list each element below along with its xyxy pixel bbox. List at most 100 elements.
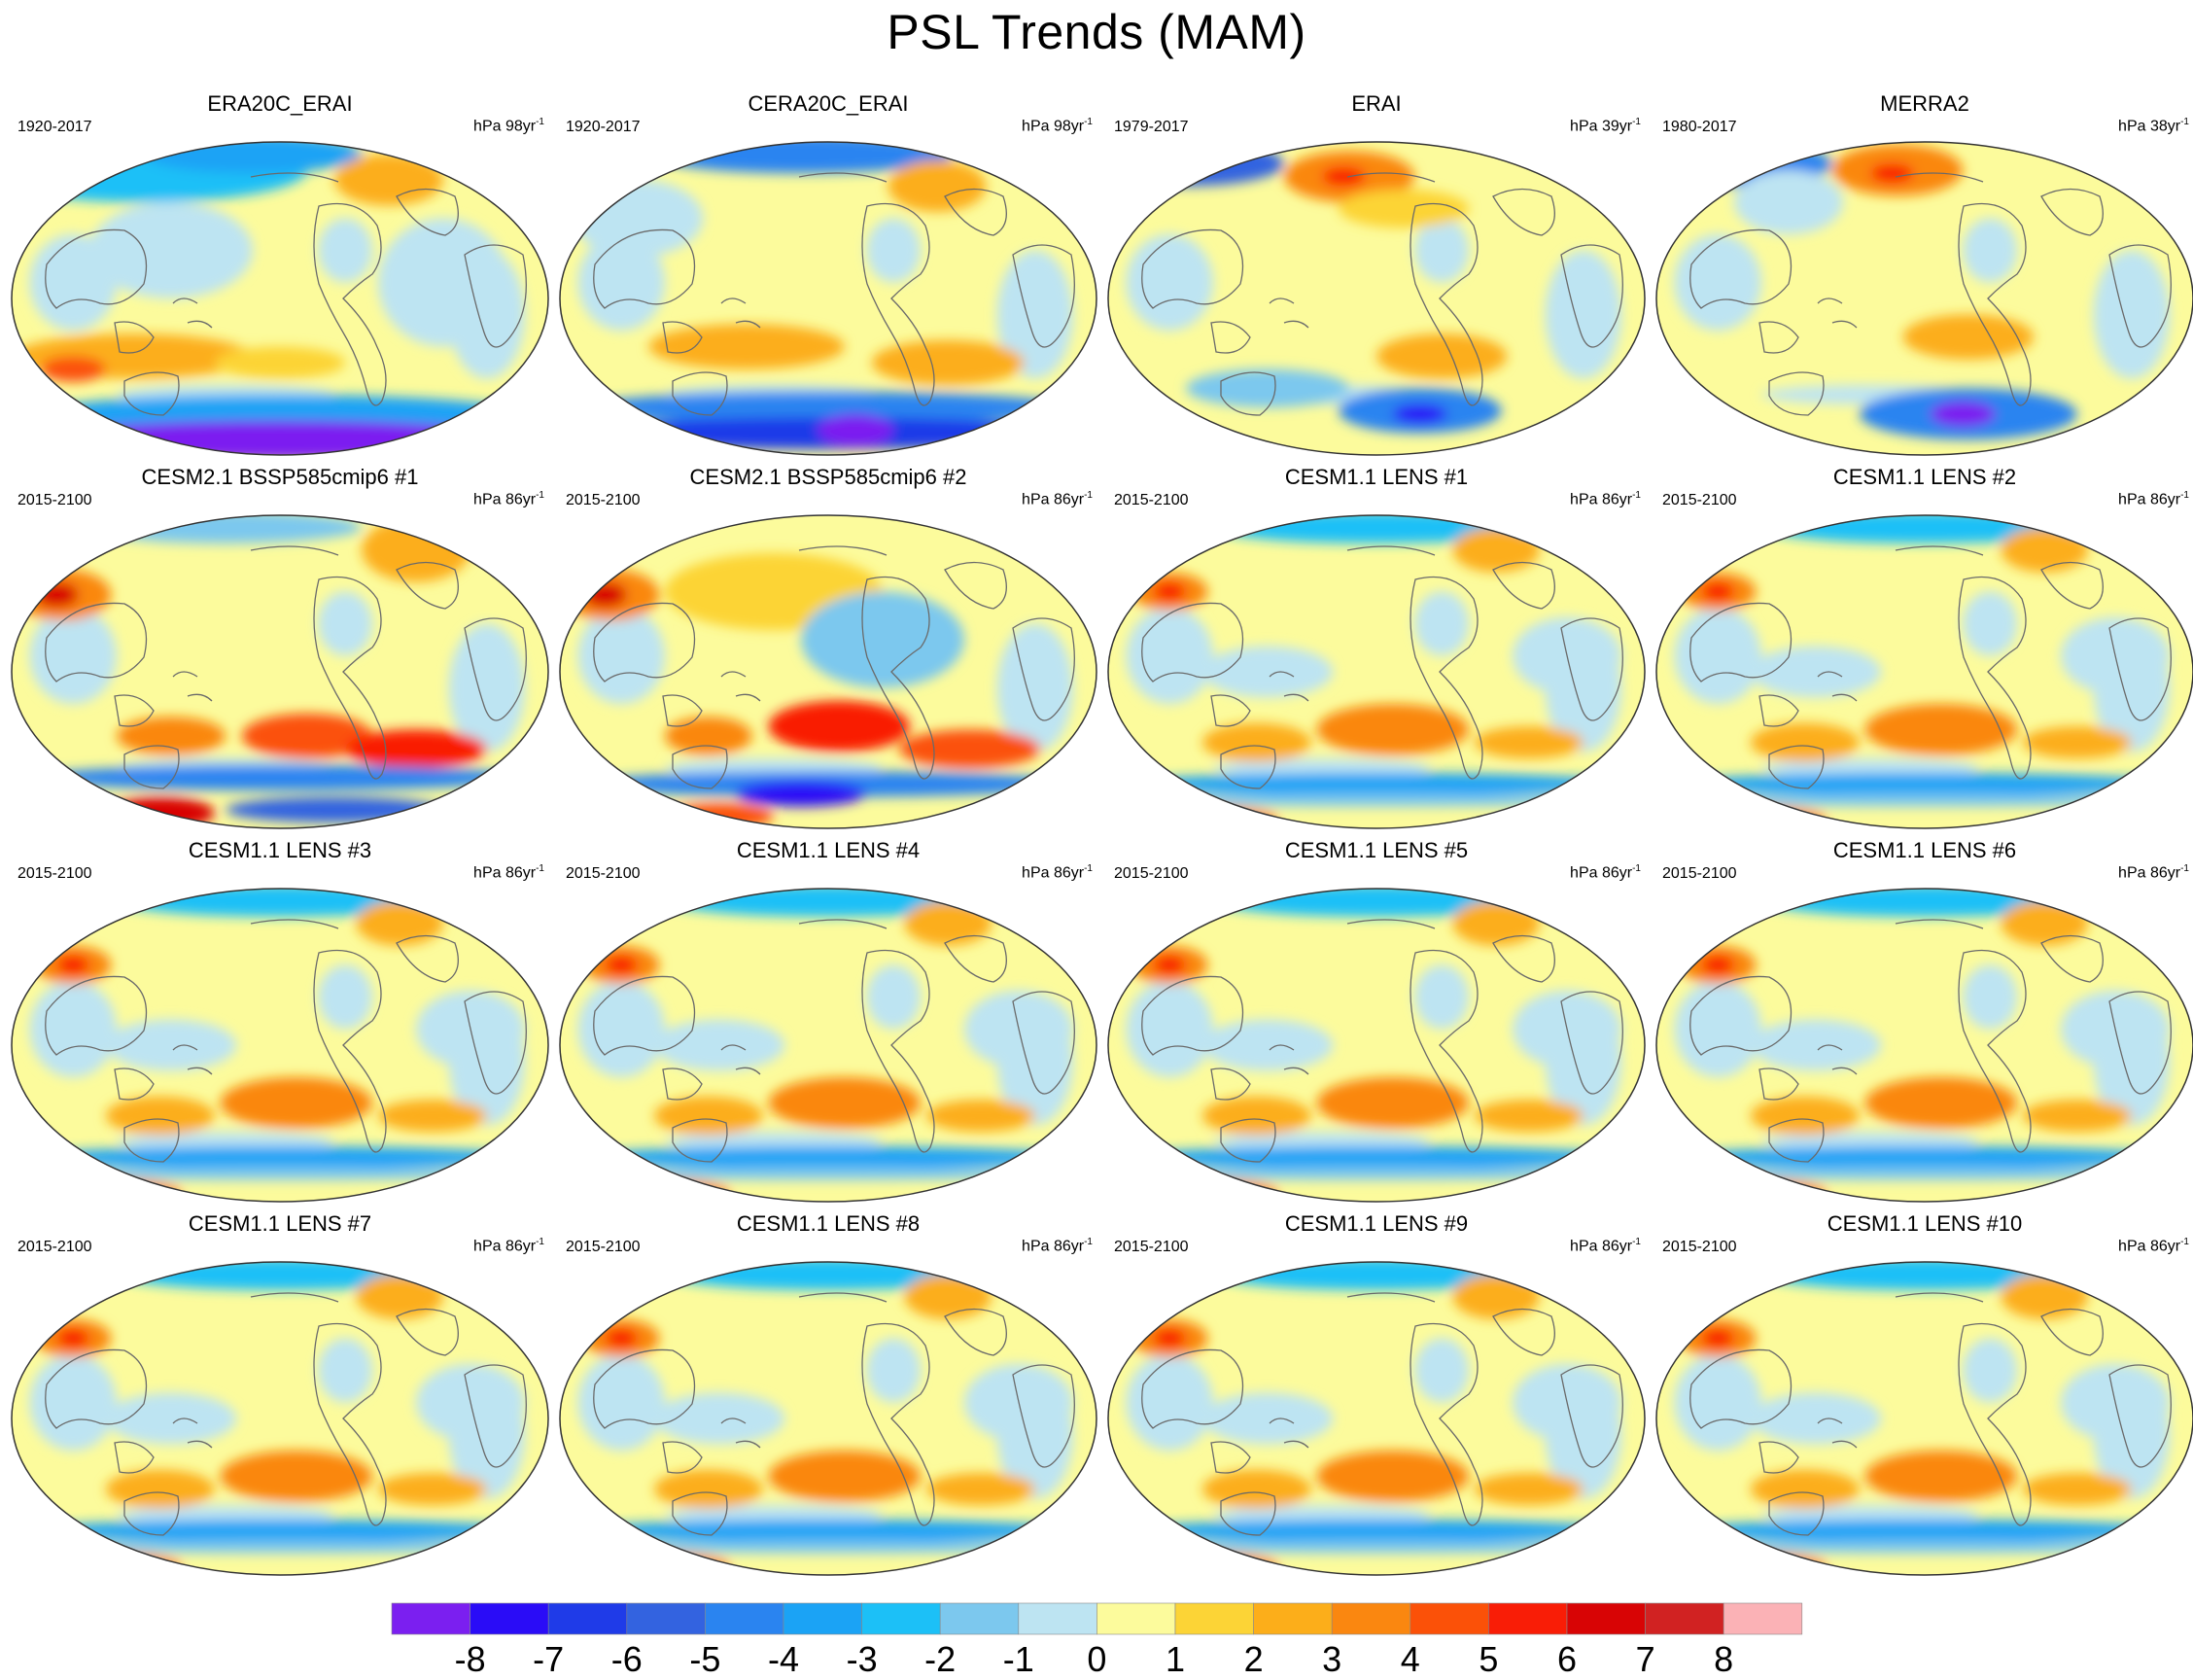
coastline: [1817, 671, 1858, 702]
trend-contour: [2093, 250, 2170, 379]
trend-contour: [226, 796, 443, 823]
coastline: [1560, 244, 1623, 348]
trend-contour: [2022, 1473, 2132, 1506]
trend-contour: [1147, 1553, 1279, 1575]
coastlines: [1141, 919, 1623, 1163]
units-prefix: hPa: [473, 118, 505, 135]
map-panel: CESM1.1 LENS #7 2015-2100 hPa 86yr-1: [8, 1209, 552, 1579]
coastline: [396, 1308, 459, 1356]
panel-units: hPa 86yr-1: [1022, 863, 1093, 882]
trend-contour: [898, 729, 1041, 768]
coastline: [1220, 371, 1276, 416]
coastline: [2108, 991, 2172, 1095]
coastlines: [1689, 172, 2172, 416]
coastline: [2108, 617, 2172, 721]
trend-contour: [583, 391, 1073, 424]
colorbar-box: [939, 1602, 1020, 1635]
trend-contour: [1930, 401, 1996, 427]
units-years: 38: [2149, 118, 2168, 135]
coastline: [1560, 617, 1623, 721]
coastline: [1346, 919, 1436, 929]
coastline: [1410, 1322, 1483, 1526]
map-border: [559, 888, 1097, 1203]
trend-contour: [1153, 1328, 1186, 1348]
units-suffix: yr: [522, 1238, 537, 1255]
coastline: [2108, 1364, 2172, 1468]
trend-contour: [1126, 234, 1213, 331]
units-years: 86: [1601, 491, 1619, 508]
trend-contour: [1452, 1274, 1540, 1319]
units-prefix: hPa: [2118, 491, 2150, 508]
units-suffix: yr: [1070, 118, 1085, 135]
trend-contour: [2001, 1274, 2088, 1319]
units-prefix: hPa: [2118, 864, 2150, 882]
coastline: [944, 188, 1007, 236]
trend-contour: [1126, 772, 1627, 796]
trend-contour: [1695, 1179, 1828, 1202]
trend-contour: [866, 218, 922, 283]
coastline: [861, 576, 935, 780]
trend-contour: [925, 1100, 1035, 1133]
units-exponent: -1: [2180, 490, 2189, 501]
coastline: [1560, 1364, 1623, 1468]
trend-contour: [653, 1019, 785, 1071]
trend-contour: [29, 981, 118, 1077]
map-panel: CESM2.1 BSSP585cmip6 #1 2015-2100 hPa 86yr…: [8, 463, 552, 832]
map-panel: CESM1.1 LENS #9 2015-2100 hPa 86yr-1: [1104, 1209, 1649, 1579]
coastline: [123, 1118, 180, 1163]
trend-contour: [318, 591, 373, 656]
units-prefix: hPa: [1022, 864, 1054, 882]
panel-units: hPa 86yr-1: [473, 863, 544, 882]
coastline: [1141, 1348, 1244, 1429]
trend-contour: [29, 1519, 531, 1543]
units-exponent: -1: [1084, 490, 1093, 501]
colorbar-box: [1253, 1602, 1333, 1635]
trend-contour: [29, 1167, 531, 1180]
coastline: [593, 975, 696, 1056]
coastline: [944, 1308, 1007, 1356]
units-years: 86: [1601, 864, 1619, 882]
coastline: [1210, 694, 1251, 727]
units-prefix: hPa: [2118, 1238, 2150, 1255]
coastline: [396, 561, 459, 610]
units-years: 86: [2149, 491, 2168, 508]
trend-contour: [345, 729, 487, 768]
coastline: [672, 745, 728, 789]
panel-title: CESM2.1 BSSP585cmip6 #1: [141, 465, 419, 489]
panel-period: 2015-2100: [1662, 1239, 1737, 1255]
trend-contour: [605, 1328, 638, 1348]
trend-contour: [318, 1338, 373, 1403]
trend-contour: [1674, 234, 1761, 331]
coastlines: [45, 1292, 527, 1536]
coastline: [593, 1348, 696, 1429]
map-border: [1655, 888, 2193, 1203]
map-border: [1107, 514, 1646, 829]
coastline: [1689, 975, 1793, 1056]
coastline: [1141, 975, 1244, 1056]
trend-contour: [377, 218, 509, 347]
colorbar-label: -4: [767, 1639, 799, 1679]
trend-contour: [51, 1179, 183, 1202]
trend-contour: [866, 1338, 922, 1403]
map-panel: MERRA2 1980-2017 hPa 38yr-1: [1653, 89, 2193, 459]
trend-contour: [768, 1451, 922, 1502]
coastlines: [593, 1292, 1075, 1536]
panel-period: 2015-2100: [566, 1239, 641, 1255]
units-years: 86: [2149, 1238, 2168, 1255]
trend-contour: [996, 250, 1073, 379]
coastline: [1410, 202, 1483, 406]
trend-contour: [1126, 608, 1213, 704]
coastline: [250, 919, 339, 929]
trend-contour: [35, 420, 525, 455]
coastline: [1958, 202, 2032, 406]
panel-units: hPa 86yr-1: [473, 1237, 544, 1255]
trend-contour: [925, 1473, 1035, 1506]
map-border: [11, 888, 549, 1203]
units-exponent: -1: [536, 863, 544, 874]
map-svg: [559, 888, 1097, 1203]
trend-contour: [1474, 726, 1584, 759]
trend-contour: [735, 781, 867, 807]
trend-contour: [56, 1328, 89, 1348]
panel-units: hPa 86yr-1: [1022, 1237, 1093, 1255]
panel-period: 2015-2100: [17, 1239, 92, 1255]
